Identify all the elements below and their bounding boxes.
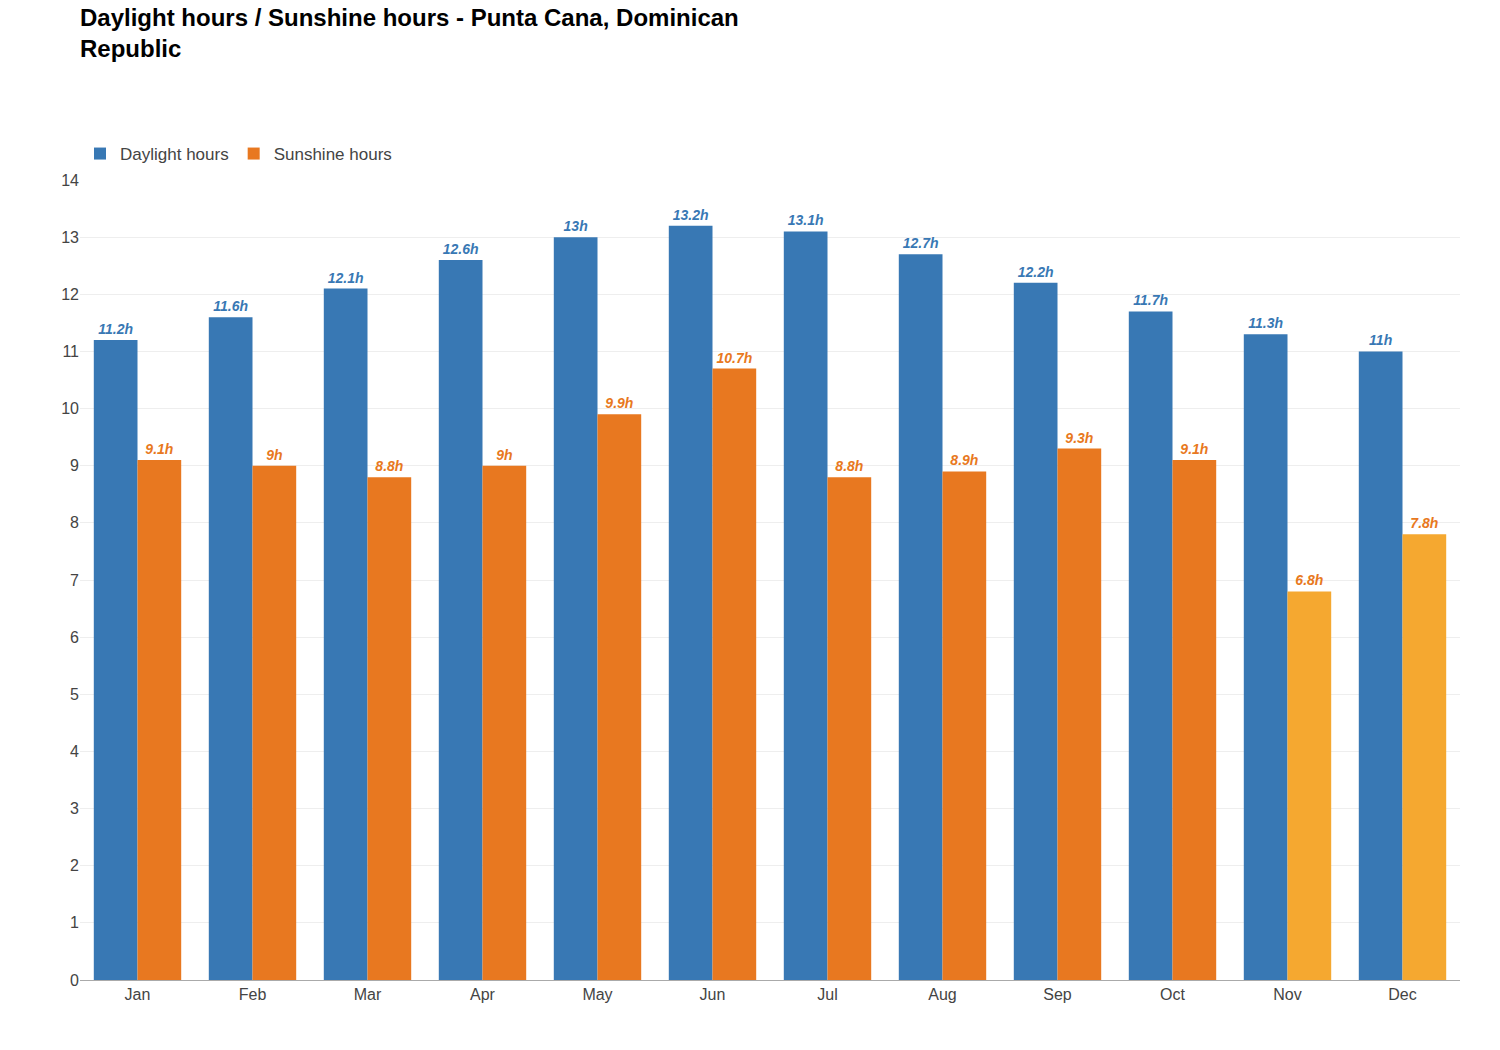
svg-text:11: 11	[62, 343, 79, 360]
svg-text:1: 1	[70, 914, 79, 931]
svg-text:Daylight hours: Daylight hours	[120, 145, 229, 164]
svg-text:9.1h: 9.1h	[145, 441, 173, 457]
svg-text:8.8h: 8.8h	[835, 458, 863, 474]
svg-text:7: 7	[70, 572, 79, 589]
svg-text:Nov: Nov	[1273, 986, 1301, 1003]
svg-text:13.1h: 13.1h	[788, 212, 824, 228]
svg-text:12.1h: 12.1h	[328, 270, 364, 286]
svg-text:3: 3	[70, 800, 79, 817]
svg-text:10.7h: 10.7h	[716, 350, 752, 366]
svg-text:Mar: Mar	[354, 986, 382, 1003]
svg-text:9h: 9h	[496, 447, 512, 463]
svg-text:12.7h: 12.7h	[903, 235, 939, 251]
svg-text:11.6h: 11.6h	[213, 298, 248, 314]
svg-text:9.9h: 9.9h	[605, 395, 633, 411]
svg-text:9: 9	[70, 457, 79, 474]
svg-text:14: 14	[61, 172, 79, 189]
svg-text:13h: 13h	[564, 218, 588, 234]
svg-text:Jul: Jul	[817, 986, 837, 1003]
svg-text:5: 5	[70, 686, 79, 703]
svg-text:8.8h: 8.8h	[375, 458, 403, 474]
svg-text:Sep: Sep	[1043, 986, 1072, 1003]
svg-text:6: 6	[70, 629, 79, 646]
svg-text:Apr: Apr	[470, 986, 496, 1003]
svg-text:0: 0	[70, 972, 79, 989]
svg-text:8: 8	[70, 514, 79, 531]
svg-text:Jun: Jun	[700, 986, 726, 1003]
svg-text:12.2h: 12.2h	[1018, 264, 1054, 280]
svg-text:9.3h: 9.3h	[1065, 430, 1093, 446]
svg-text:9.1h: 9.1h	[1180, 441, 1208, 457]
svg-text:May: May	[582, 986, 612, 1003]
svg-text:4: 4	[70, 743, 79, 760]
svg-text:11h: 11h	[1369, 332, 1392, 348]
svg-text:Oct: Oct	[1160, 986, 1185, 1003]
svg-text:12: 12	[61, 286, 79, 303]
svg-text:8.9h: 8.9h	[950, 452, 978, 468]
svg-text:Feb: Feb	[239, 986, 267, 1003]
svg-text:6.8h: 6.8h	[1295, 572, 1323, 588]
svg-text:7.8h: 7.8h	[1410, 515, 1438, 531]
svg-text:12.6h: 12.6h	[443, 241, 479, 257]
svg-text:2: 2	[70, 857, 79, 874]
svg-text:Sunshine hours: Sunshine hours	[274, 145, 392, 164]
svg-text:Dec: Dec	[1388, 986, 1416, 1003]
svg-text:11.3h: 11.3h	[1248, 315, 1283, 331]
svg-text:Aug: Aug	[928, 986, 956, 1003]
svg-text:9h: 9h	[266, 447, 282, 463]
svg-text:Jan: Jan	[125, 986, 151, 1003]
svg-text:11.7h: 11.7h	[1133, 292, 1168, 308]
svg-text:13.2h: 13.2h	[673, 207, 709, 223]
svg-text:Daylight hours / Sunshine hour: Daylight hours / Sunshine hours - Punta …	[80, 4, 739, 62]
svg-text:10: 10	[61, 400, 79, 417]
svg-text:11.2h: 11.2h	[98, 321, 133, 337]
svg-text:13: 13	[61, 229, 79, 246]
